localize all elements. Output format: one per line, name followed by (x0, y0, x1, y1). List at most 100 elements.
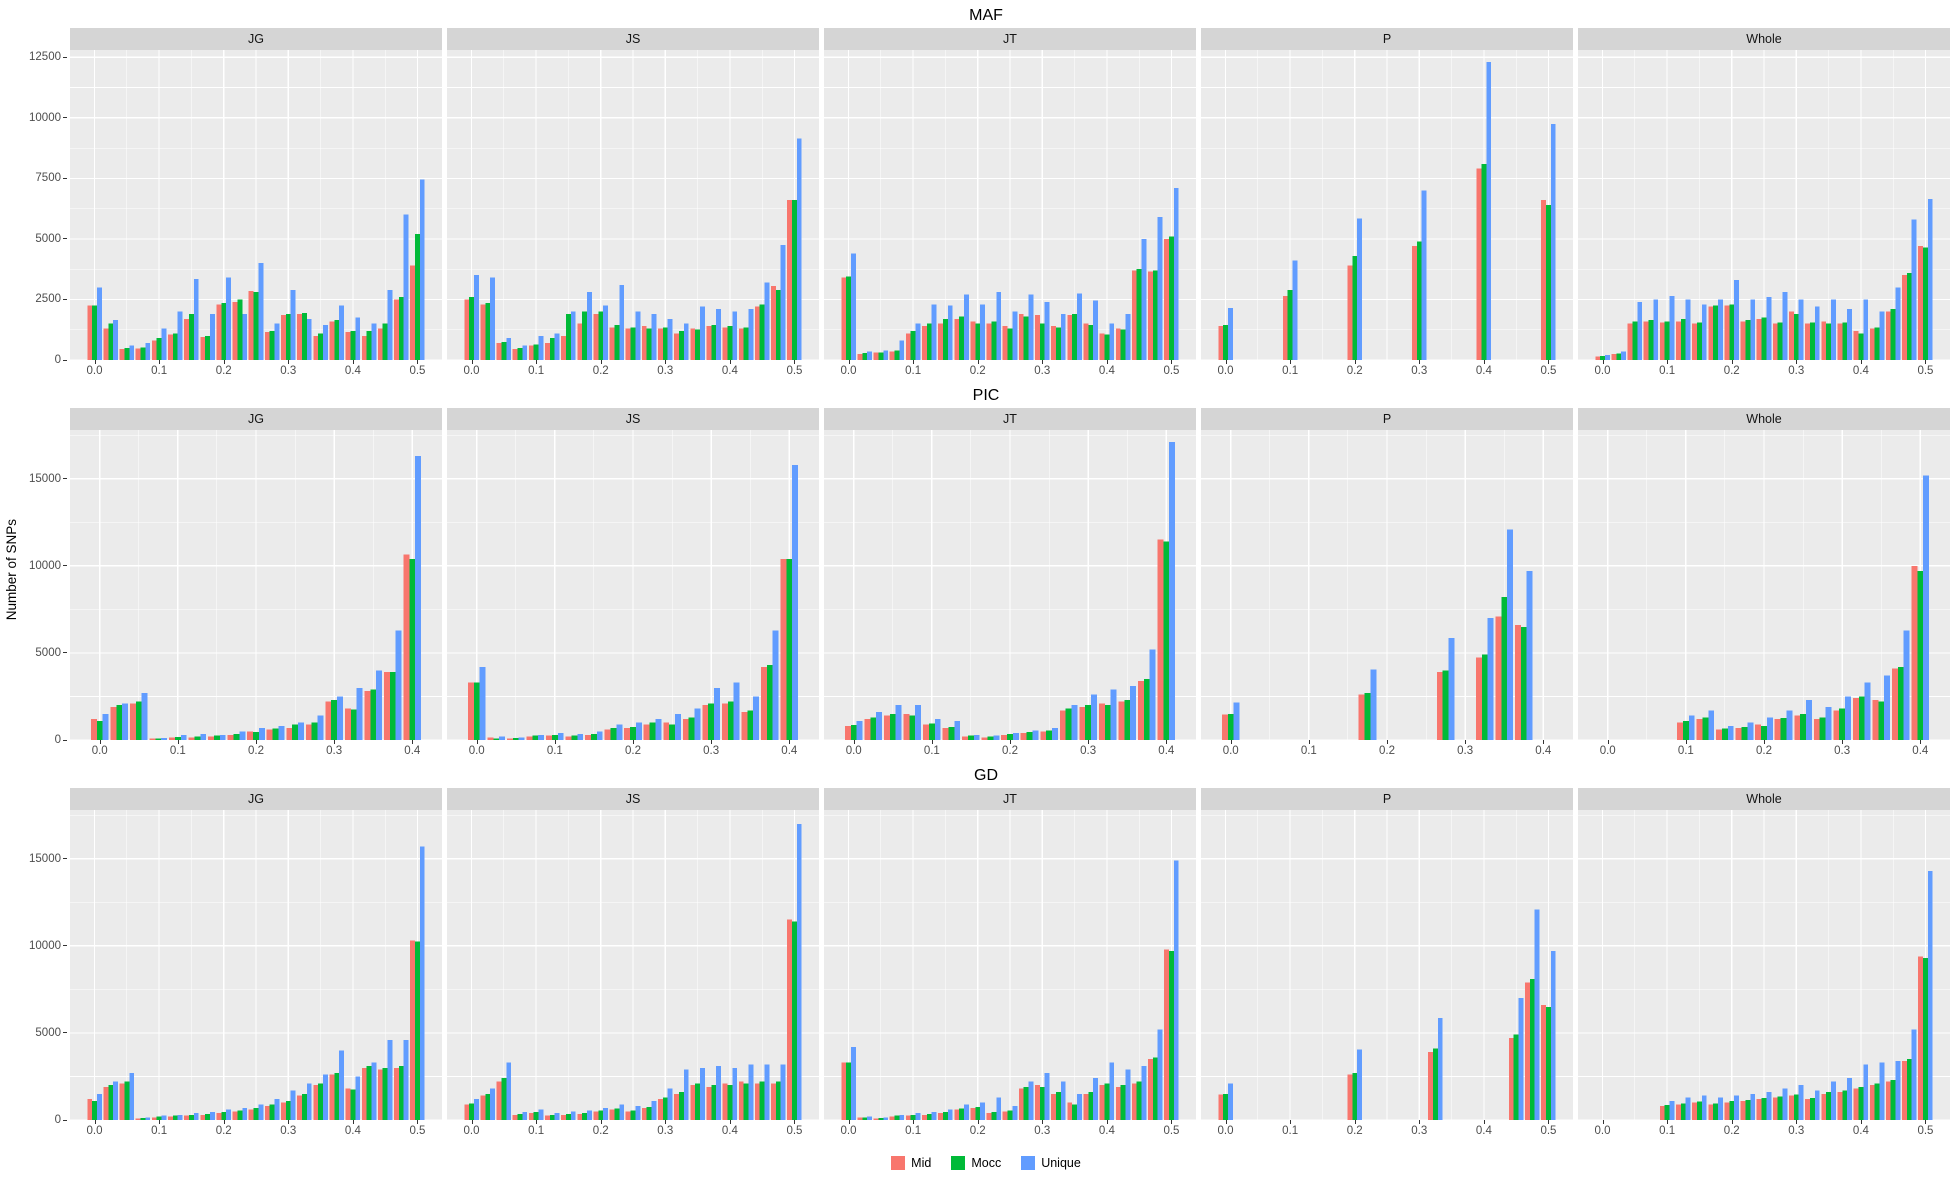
x-tick-mark (1010, 740, 1011, 744)
facet-plot-PIC-P (1201, 430, 1573, 740)
bar-Unique (714, 687, 720, 740)
facet-PIC-P: P 0.0 0.1 0.2 0.3 0.4 (1201, 408, 1573, 760)
bar-Mocc (743, 1083, 749, 1120)
bar-Mid (506, 738, 513, 740)
bar-Mid (1412, 246, 1417, 360)
facet-PIC-JT: JT 0.0 0.1 0.2 0.3 0.4 (824, 408, 1196, 760)
bar-Mid (873, 352, 879, 360)
bar-Mocc (646, 1106, 652, 1120)
bar-Mid (1918, 956, 1924, 1120)
bar-Mocc (1546, 205, 1551, 360)
bar-Mocc (1416, 241, 1422, 360)
legend: Mid Mocc Unique (22, 1144, 1950, 1178)
x-tick-mark (417, 1120, 419, 1124)
y-axis-title-text: Number of SNPs (3, 519, 19, 621)
bar-Mocc (1124, 699, 1131, 740)
bar-Mocc (1364, 692, 1371, 740)
facet-strip-P: P (1201, 408, 1573, 430)
bar-Mid (864, 719, 871, 740)
x-tick-mark (223, 1120, 225, 1124)
x-tick-label: 0.5 (409, 365, 426, 377)
bar-Unique (419, 179, 425, 360)
bar-Mocc (1223, 1093, 1228, 1120)
bar-Unique (883, 350, 889, 360)
bar-Mid (738, 328, 744, 360)
bar-Unique (603, 1107, 608, 1120)
bar-Mid (1131, 270, 1137, 360)
bar-Mocc (532, 735, 539, 740)
bar-Unique (239, 731, 246, 740)
bar-Unique (1141, 238, 1147, 360)
bar-Mid (480, 304, 486, 360)
x-tick-label: 0.0 (1599, 745, 1616, 757)
bar-Unique (1173, 188, 1179, 360)
facet-strip-P: P (1201, 28, 1573, 50)
bar-Unique (274, 323, 280, 360)
y-tick-label: 15000 (29, 472, 61, 485)
x-tick-label: 0.1 (169, 745, 186, 757)
bar-Mid (1436, 672, 1443, 740)
bar-Mid (674, 1093, 680, 1120)
bar-Unique (395, 630, 402, 740)
bar-Mocc (1169, 236, 1174, 360)
bar-Unique (1750, 1093, 1756, 1120)
facet-plot-PIC-JT (824, 430, 1196, 740)
bar-Unique (113, 320, 118, 360)
bar-Mid (496, 1081, 502, 1120)
bar-Mocc (894, 1115, 900, 1120)
bar-Mocc (415, 941, 420, 1120)
bar-Mocc (987, 736, 994, 740)
x-tick-label: 0.0 (86, 365, 103, 377)
y-tick-label: 5000 (35, 232, 61, 245)
bar-Unique (1669, 295, 1675, 360)
bar-Unique (616, 724, 623, 740)
bar-Mid (889, 1116, 895, 1120)
x-axis-MAF-P: 0.0 0.1 0.2 0.3 0.4 0.5 (1201, 360, 1573, 380)
x-tick-mark (1042, 360, 1044, 364)
bar-Mid (922, 326, 927, 360)
bar-Mid (545, 1115, 550, 1120)
bar-Mocc (786, 558, 793, 740)
bar-Mid (403, 554, 410, 740)
bar-Mid (857, 1117, 863, 1120)
bar-Mocc (582, 311, 587, 360)
x-tick-mark (848, 1120, 850, 1124)
x-axis-GD-JT: 0.0 0.1 0.2 0.3 0.4 0.5 (824, 1120, 1196, 1140)
bar-Mocc (269, 1104, 275, 1120)
bar-Mid (266, 729, 273, 740)
chart-title-PIC: PIC (972, 387, 1000, 404)
bar-Unique (856, 720, 863, 740)
x-tick-label: 0.1 (1282, 365, 1299, 377)
bar-Mid (1659, 322, 1665, 360)
bar-Unique (1845, 696, 1851, 740)
bar-Unique (1863, 299, 1869, 360)
x-tick-mark (1354, 1120, 1356, 1124)
x-tick-label: 0.0 (840, 365, 857, 377)
bar-Mocc (172, 333, 178, 360)
legend-label-Unique: Unique (1041, 1156, 1081, 1170)
bar-Mid (674, 333, 680, 360)
bar-Mocc (1680, 318, 1686, 360)
x-tick-mark (1419, 1120, 1421, 1124)
bar-Mid (1755, 724, 1762, 740)
bar-Unique (1786, 710, 1793, 740)
x-tick-label: 0.4 (1852, 1125, 1869, 1137)
bar-Unique (1487, 618, 1494, 740)
x-tick-label: 0.3 (703, 745, 720, 757)
bar-Mocc (1136, 1081, 1142, 1120)
bar-Mocc (679, 330, 684, 360)
bar-Mocc (926, 1113, 932, 1120)
bar-Unique (522, 345, 528, 360)
bar-Mocc (1088, 324, 1094, 360)
bar-Unique (290, 1090, 296, 1120)
bar-Mocc (926, 323, 932, 360)
bar-Mocc (1046, 730, 1053, 740)
x-tick-mark (536, 1120, 538, 1124)
y-tick-label: 0 (54, 354, 61, 366)
bar-Mid (1595, 356, 1601, 360)
bar-Mocc (846, 1062, 851, 1120)
x-tick-label: 0.5 (1540, 365, 1557, 377)
bar-Unique (376, 670, 383, 740)
bar-Mid (329, 321, 335, 360)
